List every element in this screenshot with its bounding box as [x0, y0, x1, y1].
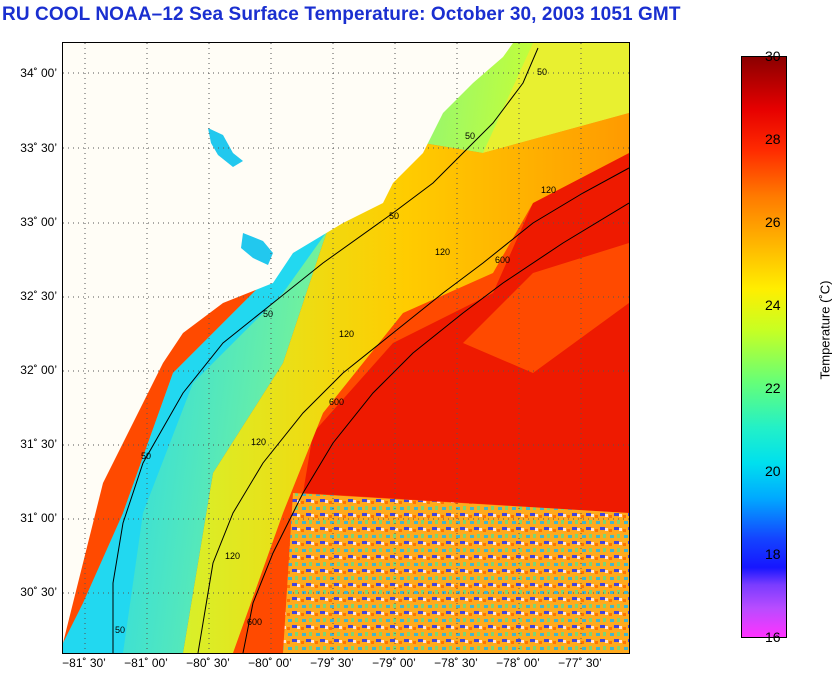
slope-water [183, 113, 629, 653]
lat-label: 32˚ 30’ [20, 289, 57, 303]
colorbar-tick: 22 [765, 380, 781, 396]
lat-label: 33˚ 30’ [20, 141, 57, 155]
isobath-600 [242, 202, 629, 653]
lat-label: 30˚ 30’ [20, 585, 57, 599]
lat-label: 33˚ 00’ [20, 215, 57, 229]
contour-label: 120 [435, 247, 450, 257]
colorbar-tick: 30 [765, 48, 781, 64]
lon-label: −81˚ 30’ [62, 656, 106, 670]
coastal-cold [63, 43, 503, 653]
lat-label: 32˚ 00’ [20, 363, 57, 377]
lon-label: −80˚ 30’ [186, 656, 230, 670]
contour-label: 50 [263, 309, 273, 319]
contour-label: 120 [541, 185, 556, 195]
lon-label: −78˚ 30’ [434, 656, 478, 670]
grid [63, 43, 629, 653]
lon-label: −79˚ 00’ [372, 656, 416, 670]
contour-label: 50 [141, 451, 151, 461]
lon-label: −78˚ 00’ [496, 656, 540, 670]
sound [241, 233, 273, 265]
contour-label: 120 [251, 437, 266, 447]
contour-label: 600 [329, 397, 344, 407]
contour-label: 120 [225, 551, 240, 561]
cloud-noise [283, 493, 629, 653]
colorbar-label: Temperature (˚C) [817, 280, 833, 380]
contour-label: 50 [537, 67, 547, 77]
contour-label: 50 [389, 211, 399, 221]
colorbar-tick: 20 [765, 463, 781, 479]
lat-label: 34˚ 00’ [20, 66, 57, 80]
lon-label: −81˚ 00’ [124, 656, 168, 670]
land [63, 43, 513, 643]
isobath-120 [197, 167, 629, 653]
map-title: RU COOL NOAA–12 Sea Surface Temperature:… [2, 4, 681, 25]
lon-label: −79˚ 30’ [310, 656, 354, 670]
isobaths [112, 47, 629, 653]
isobath-50 [112, 47, 539, 653]
lat-label: 31˚ 00’ [20, 511, 57, 525]
colorbar-tick: 26 [765, 214, 781, 230]
contour-label: 600 [495, 255, 510, 265]
gulf-stream-core [303, 153, 629, 513]
sound [208, 128, 243, 167]
colorbar-tick: 24 [765, 297, 781, 313]
sst-map: 50 50 50 50 50 50 120 120 120 120 120 60… [62, 42, 630, 654]
colorbar-tick: 28 [765, 131, 781, 147]
lon-label: −80˚ 00’ [248, 656, 292, 670]
colorbar-tick: 16 [765, 629, 781, 645]
colorbar-tick: 18 [765, 546, 781, 562]
contour-label: 600 [247, 617, 262, 627]
contour-label: 50 [115, 625, 125, 635]
lat-label: 31˚ 30’ [20, 437, 57, 451]
contour-label: 50 [465, 131, 475, 141]
contour-label: 120 [339, 329, 354, 339]
lon-label: −77˚ 30’ [558, 656, 602, 670]
temperature-colorbar [741, 56, 787, 638]
